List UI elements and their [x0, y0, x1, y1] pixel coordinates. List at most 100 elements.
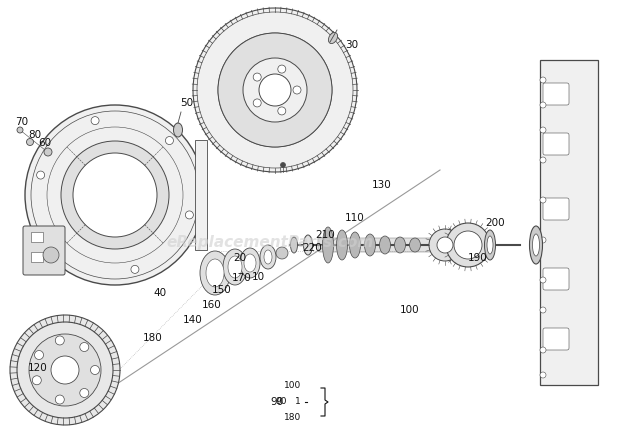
- Circle shape: [259, 74, 291, 106]
- FancyBboxPatch shape: [195, 140, 207, 250]
- FancyBboxPatch shape: [543, 328, 569, 350]
- Circle shape: [293, 86, 301, 94]
- Ellipse shape: [394, 237, 405, 253]
- Circle shape: [446, 223, 490, 267]
- Circle shape: [540, 277, 546, 283]
- Ellipse shape: [533, 234, 539, 256]
- Circle shape: [278, 107, 286, 115]
- Circle shape: [29, 334, 101, 406]
- Circle shape: [540, 347, 546, 353]
- FancyBboxPatch shape: [540, 60, 598, 385]
- Ellipse shape: [223, 249, 247, 285]
- Ellipse shape: [244, 254, 256, 272]
- Circle shape: [27, 139, 33, 145]
- Circle shape: [540, 127, 546, 133]
- Circle shape: [17, 322, 113, 418]
- Text: 50: 50: [180, 98, 193, 108]
- Circle shape: [276, 247, 288, 259]
- Text: 40: 40: [153, 288, 167, 298]
- Ellipse shape: [337, 230, 347, 260]
- Text: 170: 170: [232, 273, 252, 283]
- Ellipse shape: [228, 256, 242, 278]
- Circle shape: [37, 171, 45, 179]
- Text: 190: 190: [468, 253, 488, 263]
- Text: 90: 90: [275, 397, 287, 406]
- FancyBboxPatch shape: [23, 226, 65, 275]
- Circle shape: [35, 351, 43, 359]
- Circle shape: [61, 141, 169, 249]
- Circle shape: [91, 116, 99, 124]
- FancyBboxPatch shape: [31, 232, 43, 242]
- Text: 130: 130: [372, 180, 392, 190]
- Text: 10: 10: [252, 272, 265, 282]
- Circle shape: [51, 356, 79, 384]
- Ellipse shape: [484, 230, 495, 260]
- Circle shape: [73, 153, 157, 237]
- Text: 1: 1: [295, 397, 301, 406]
- Circle shape: [44, 148, 52, 156]
- Text: 70: 70: [16, 117, 29, 127]
- Text: 60: 60: [38, 138, 51, 148]
- Text: 200: 200: [485, 218, 505, 228]
- Ellipse shape: [487, 236, 493, 254]
- Circle shape: [17, 127, 23, 133]
- Text: 80: 80: [29, 130, 42, 140]
- Circle shape: [218, 33, 332, 147]
- Circle shape: [80, 343, 89, 351]
- Circle shape: [218, 33, 332, 147]
- Circle shape: [540, 307, 546, 313]
- Circle shape: [253, 99, 261, 107]
- Ellipse shape: [379, 236, 391, 254]
- Ellipse shape: [365, 234, 376, 256]
- Ellipse shape: [350, 232, 360, 258]
- Text: 90: 90: [270, 397, 283, 407]
- Ellipse shape: [329, 33, 337, 44]
- Text: 180: 180: [284, 413, 301, 422]
- Circle shape: [540, 77, 546, 83]
- Circle shape: [280, 162, 285, 168]
- Circle shape: [540, 197, 546, 203]
- FancyBboxPatch shape: [543, 83, 569, 105]
- Text: 110: 110: [345, 213, 365, 223]
- Circle shape: [540, 372, 546, 378]
- Ellipse shape: [260, 245, 276, 269]
- Text: 30: 30: [345, 40, 358, 50]
- Text: 220: 220: [302, 243, 322, 253]
- Circle shape: [131, 265, 139, 273]
- Ellipse shape: [291, 237, 298, 253]
- Text: 150: 150: [212, 285, 232, 295]
- Text: 180: 180: [143, 333, 163, 343]
- FancyBboxPatch shape: [543, 268, 569, 290]
- Circle shape: [56, 245, 64, 253]
- Circle shape: [243, 58, 307, 122]
- Circle shape: [25, 105, 205, 285]
- Text: 20: 20: [234, 253, 247, 263]
- Circle shape: [454, 231, 482, 259]
- Ellipse shape: [304, 235, 312, 255]
- Circle shape: [540, 102, 546, 108]
- Text: 120: 120: [28, 363, 48, 373]
- Text: 100: 100: [400, 305, 420, 315]
- Circle shape: [55, 336, 64, 345]
- Ellipse shape: [200, 251, 230, 295]
- Circle shape: [185, 211, 193, 219]
- Circle shape: [193, 8, 357, 172]
- Circle shape: [91, 366, 99, 375]
- Circle shape: [32, 376, 42, 385]
- Text: 140: 140: [183, 315, 203, 325]
- Circle shape: [429, 229, 461, 261]
- Ellipse shape: [529, 226, 542, 264]
- Circle shape: [80, 388, 89, 397]
- Text: eReplacementParts.com: eReplacementParts.com: [166, 235, 374, 249]
- Text: 160: 160: [202, 300, 222, 310]
- Circle shape: [43, 247, 59, 263]
- Circle shape: [278, 65, 286, 73]
- Text: 210: 210: [315, 230, 335, 240]
- FancyBboxPatch shape: [318, 238, 437, 252]
- Circle shape: [437, 237, 453, 253]
- Ellipse shape: [322, 227, 334, 263]
- FancyBboxPatch shape: [543, 198, 569, 220]
- Circle shape: [10, 315, 120, 425]
- Ellipse shape: [240, 248, 260, 278]
- Ellipse shape: [409, 238, 420, 252]
